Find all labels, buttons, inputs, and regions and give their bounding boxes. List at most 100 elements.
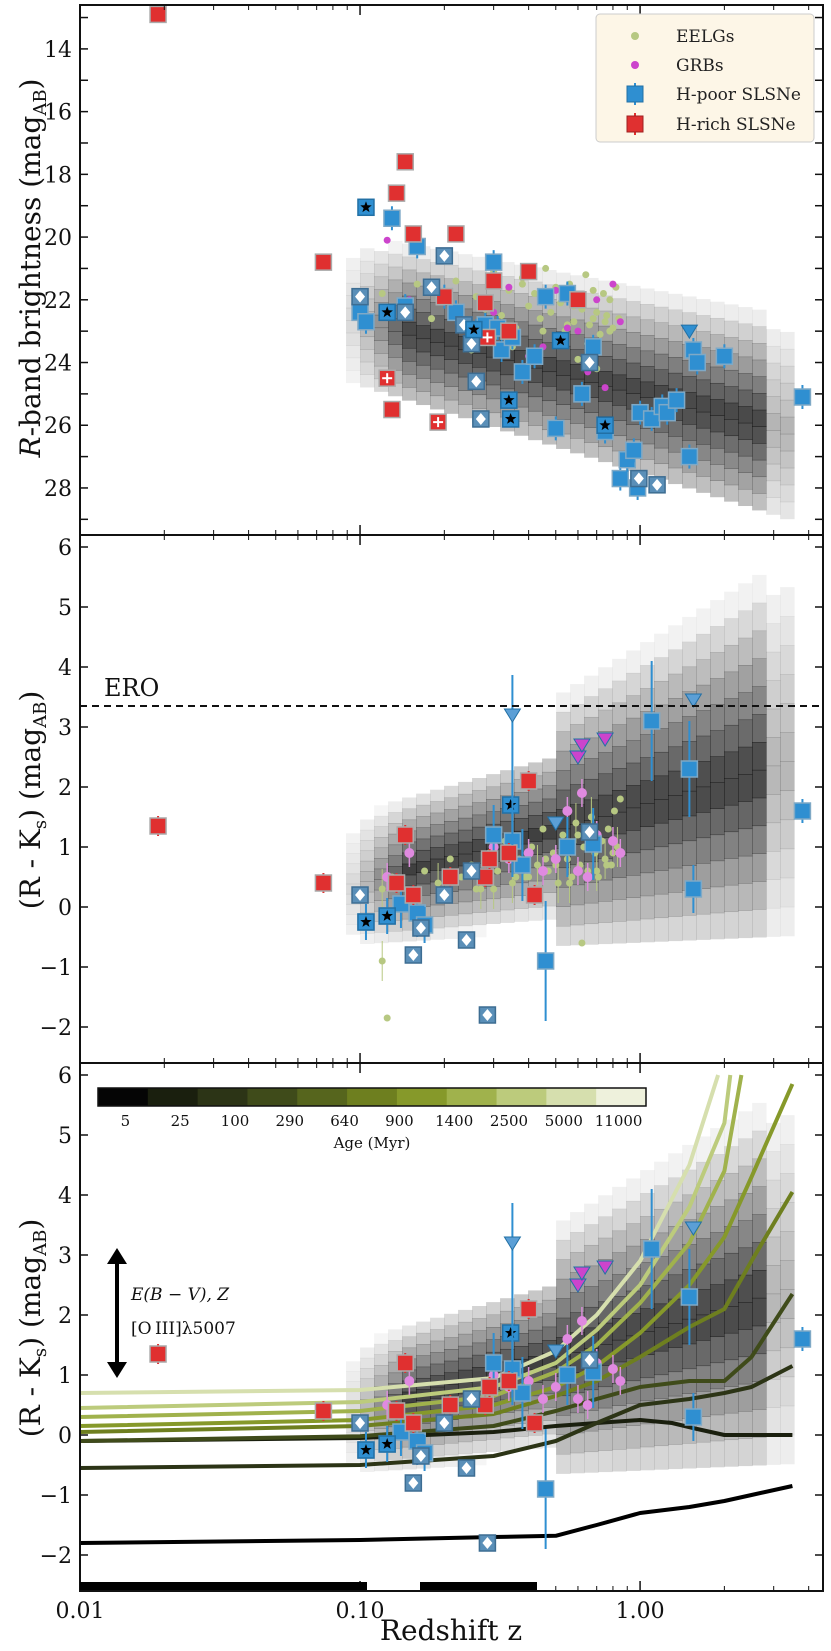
y-tick-label: 6 <box>58 536 72 561</box>
hpoor-point <box>680 760 699 778</box>
density-cell <box>556 1298 571 1319</box>
density-cell <box>626 378 641 395</box>
eelg-point <box>508 879 516 887</box>
density-cell <box>556 360 571 376</box>
grb-point <box>572 866 583 876</box>
grb-point <box>615 1376 626 1386</box>
density-cell <box>430 927 445 940</box>
density-cell <box>360 1378 375 1390</box>
density-cell <box>346 833 361 844</box>
density-cell <box>710 1284 725 1311</box>
density-cell <box>430 1352 445 1365</box>
hpoor-point <box>611 469 630 488</box>
density-cell <box>374 251 389 265</box>
hrich-point <box>519 262 538 281</box>
density-cell <box>458 390 473 405</box>
density-cell <box>780 1144 795 1174</box>
density-cell <box>696 315 711 332</box>
density-cell <box>752 1381 767 1410</box>
density-cell <box>752 1102 767 1132</box>
density-cell <box>640 849 655 874</box>
hpoor-diamond-point-inner <box>482 1009 493 1021</box>
density-cell <box>766 1407 781 1437</box>
density-cell <box>710 886 725 914</box>
hrich-point <box>314 1402 333 1420</box>
density-cell <box>626 785 641 809</box>
density-cell <box>458 793 473 807</box>
density-cell <box>640 872 655 897</box>
density-cell <box>374 276 389 290</box>
density-cell <box>654 680 669 706</box>
eelg-point <box>594 873 602 881</box>
density-cell <box>500 909 515 923</box>
density-cell <box>668 293 683 311</box>
density-cell <box>626 762 641 786</box>
density-cell <box>430 812 445 825</box>
density-cell <box>654 322 669 339</box>
density-cell <box>402 387 417 401</box>
density-cell <box>780 467 795 486</box>
density-cell <box>612 811 627 835</box>
legend: EELGs GRBs H-poor SLSNe H-rich SLSNe <box>595 13 815 143</box>
density-cell <box>556 692 571 713</box>
eelg-point <box>603 861 611 869</box>
density-cell <box>696 837 711 864</box>
upper-limit-point <box>503 1236 522 1251</box>
density-cell <box>374 353 389 367</box>
density-cell <box>752 797 767 827</box>
arrow-up-head <box>107 1248 127 1264</box>
colorbar-cell <box>396 1088 448 1106</box>
hpoor-point <box>536 287 555 306</box>
age-track-5 <box>79 1484 793 1545</box>
density-cell <box>542 785 557 800</box>
density-cell <box>472 839 487 852</box>
density-cell <box>514 293 529 308</box>
density-cell <box>528 801 543 816</box>
density-cell <box>458 829 473 843</box>
x-axis-label: Redshift z <box>380 1614 522 1647</box>
eelg-point <box>512 873 520 881</box>
density-cell <box>626 285 641 302</box>
density-cell <box>570 438 585 454</box>
density-cell <box>654 353 669 370</box>
density-cell <box>626 1178 641 1202</box>
legend-label-grb: GRBs <box>676 56 724 76</box>
density-cell <box>654 385 669 402</box>
density-cell <box>444 386 459 401</box>
density-cell <box>682 666 697 692</box>
density-cell <box>752 686 767 715</box>
hpoor-point <box>642 712 661 730</box>
density-cell <box>416 827 431 840</box>
density-cell <box>458 805 473 819</box>
y-tick-label: 2 <box>58 776 72 801</box>
y-tick-label: −1 <box>40 1484 72 1509</box>
hpoor-point <box>642 1240 661 1258</box>
eelg-point <box>606 296 614 304</box>
density-cell <box>486 774 501 788</box>
density-cell <box>738 855 753 884</box>
hpoor-diamond-point-inner <box>482 1537 493 1549</box>
density-cell <box>654 1279 669 1305</box>
density-cell <box>500 1310 515 1325</box>
density-cell <box>416 1400 431 1413</box>
density-cell <box>346 1442 361 1453</box>
grb-point <box>572 1394 583 1404</box>
density-cell <box>696 659 711 686</box>
density-cell <box>766 1236 781 1266</box>
density-cell <box>654 306 669 323</box>
density-cell <box>402 819 417 832</box>
density-cell <box>388 812 403 824</box>
density-cell <box>612 899 627 922</box>
density-cell <box>472 778 487 791</box>
density-cell <box>388 344 403 358</box>
density-cell <box>486 384 501 400</box>
density-cell <box>738 883 753 911</box>
density-cell <box>402 874 417 887</box>
density-cell <box>766 497 781 515</box>
density-cell <box>710 464 725 481</box>
top-ylabel: R-band brightness (magAB) <box>14 78 51 458</box>
density-cell <box>654 657 669 682</box>
density-cell <box>724 320 739 338</box>
density-cell <box>696 460 711 477</box>
density-cell <box>766 623 781 653</box>
